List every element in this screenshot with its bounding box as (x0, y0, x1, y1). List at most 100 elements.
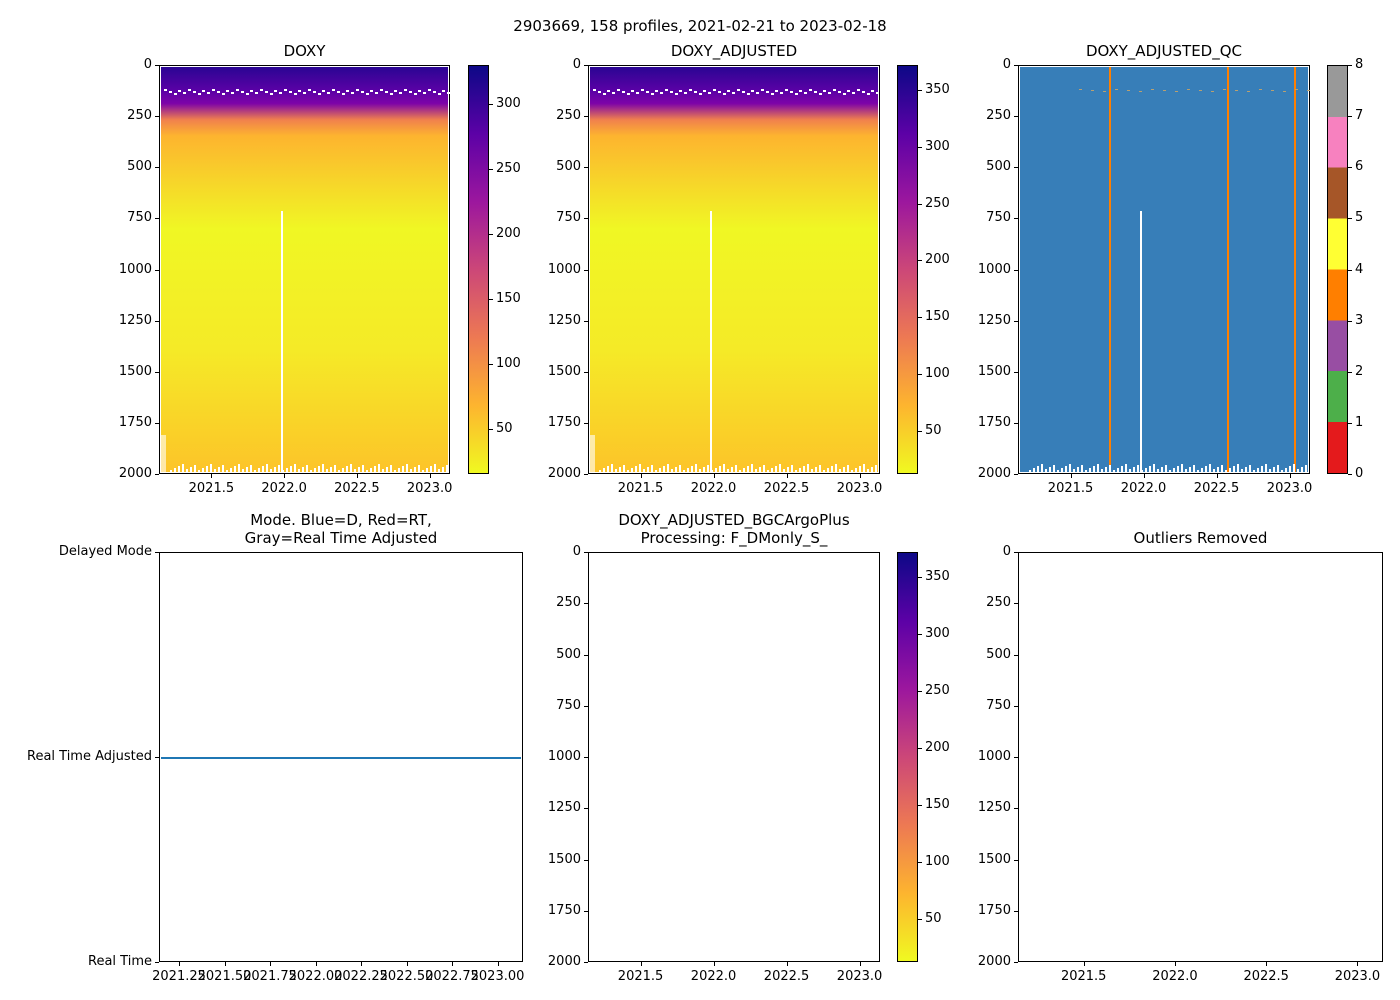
panel-title: DOXY_ADJUSTED_BGCArgoPlus Processing: F_… (618, 511, 850, 547)
profile-depth-gap (354, 469, 356, 472)
y-tick (1014, 371, 1018, 373)
surface-gap-dot (442, 90, 446, 92)
profile-depth-gap (651, 465, 653, 472)
surface-gap-dot (722, 93, 726, 95)
x-tick (497, 962, 499, 966)
profile-depth-gap (278, 465, 280, 472)
profile-depth-gap (346, 466, 348, 472)
profile-depth-gap (1185, 469, 1187, 472)
surface-gap-dot (665, 89, 668, 91)
colorbar-tick-label: 200 (925, 252, 950, 268)
profile-depth-gap (1097, 464, 1099, 472)
heatmap-field (590, 67, 878, 472)
y-tick (1014, 422, 1018, 424)
profile-depth-gap (330, 467, 332, 472)
colorbar-tick-label: 300 (496, 95, 521, 111)
panel-title: DOXY (283, 42, 326, 60)
profile-depth-gap (1141, 470, 1143, 472)
profile-depth-gap (1241, 469, 1243, 472)
y-tick-label: 1000 (547, 261, 581, 277)
surface-gap-dot (780, 92, 784, 94)
surface-gap-dot (168, 91, 172, 93)
plot-area (159, 65, 451, 474)
qc4-profile-line (1108, 67, 1111, 472)
y-tick-label: 1000 (547, 749, 581, 764)
colorbar-tick (918, 317, 922, 319)
profile-depth-gap (266, 464, 268, 472)
y-tick-label: 1500 (977, 363, 1011, 379)
surface-gap-dot (284, 89, 287, 91)
qc-dot (1271, 90, 1274, 91)
profile-depth-gap (1225, 470, 1227, 472)
profile-depth-gap (178, 466, 180, 472)
surface-gap-dot (727, 90, 731, 92)
surface-gap-dot (346, 90, 350, 92)
y-tick-label: 0 (1002, 57, 1011, 72)
surface-gap-dot (818, 93, 822, 95)
surface-gap-dot (274, 90, 278, 92)
profile-depth-gap (1145, 468, 1147, 472)
surface-gap-dot (746, 93, 750, 95)
y-tick (1014, 552, 1018, 553)
profile-depth-gap (759, 467, 761, 472)
surface-gap-dot (336, 91, 340, 93)
qc-dot (1223, 89, 1226, 90)
profile-depth-gap (1161, 467, 1163, 472)
profile-depth-gap (1205, 466, 1207, 472)
profile-depth-gap (238, 464, 240, 472)
surface-gap-dot (852, 92, 856, 94)
profile-depth-gap (731, 467, 733, 472)
qc-dot (1199, 90, 1202, 91)
x-tick-label: 2022.75 (425, 969, 479, 984)
profile-depth-gap (755, 469, 757, 472)
x-tick-label: 2021.75 (243, 969, 297, 984)
profile-depth-gap (1069, 464, 1071, 472)
colorbar-tick (489, 233, 493, 235)
y-tick-label: Real Time Adjusted (27, 749, 152, 764)
surface-gap-dot (298, 90, 302, 92)
surface-gap-dot (221, 93, 225, 95)
profile-depth-gap (1229, 468, 1231, 472)
qc-dot (1091, 90, 1094, 91)
surface-gap-dot (823, 90, 827, 92)
surface-gap-dot (260, 89, 263, 91)
profile-depth-gap (414, 467, 416, 472)
profile-depth-gap (623, 465, 625, 472)
y-tick-label: 0 (1002, 544, 1011, 559)
colorbar-tick-label: 200 (496, 225, 521, 241)
profile-depth-gap (246, 467, 248, 472)
x-tick (361, 962, 363, 966)
y-tick (155, 371, 159, 373)
colorbar-tick-label: 6 (1355, 159, 1364, 175)
profile-depth-gap (827, 468, 829, 472)
surface-gap-dot (173, 93, 177, 95)
y-tick (1014, 808, 1018, 810)
y-tick (1014, 116, 1018, 118)
profile-depth-gap (186, 469, 188, 472)
profile-depth-gap (727, 469, 729, 472)
colorbar-tick-label: 2 (1355, 363, 1364, 379)
profile-depth-gap (1177, 466, 1179, 472)
y-tick (584, 218, 588, 220)
y-tick-label: 2000 (547, 466, 581, 481)
surface-gap-dot (799, 90, 803, 92)
profile-depth-gap (1213, 469, 1215, 472)
profile-depth-gap (787, 467, 789, 472)
qc-dot (1079, 89, 1082, 90)
y-tick (1014, 910, 1018, 912)
colorbar-tick-label: 50 (496, 420, 513, 436)
colorbar-tick (918, 260, 922, 262)
profile-depth-gap (1245, 467, 1247, 472)
surface-gap-dot (394, 90, 398, 92)
y-tick (1014, 269, 1018, 271)
qc-dot (1283, 91, 1286, 92)
x-tick-label: 2022.0 (690, 481, 737, 496)
colorbar-tick (489, 298, 493, 300)
colorbar-tick-label: 200 (925, 739, 950, 755)
surface-gap-dot (240, 91, 244, 93)
surface-gap-dot (183, 92, 187, 94)
surface-gap-dot (279, 92, 283, 94)
y-tick (584, 757, 588, 758)
profile-depth-gap (639, 464, 641, 472)
surface-gap-dot (794, 93, 798, 95)
